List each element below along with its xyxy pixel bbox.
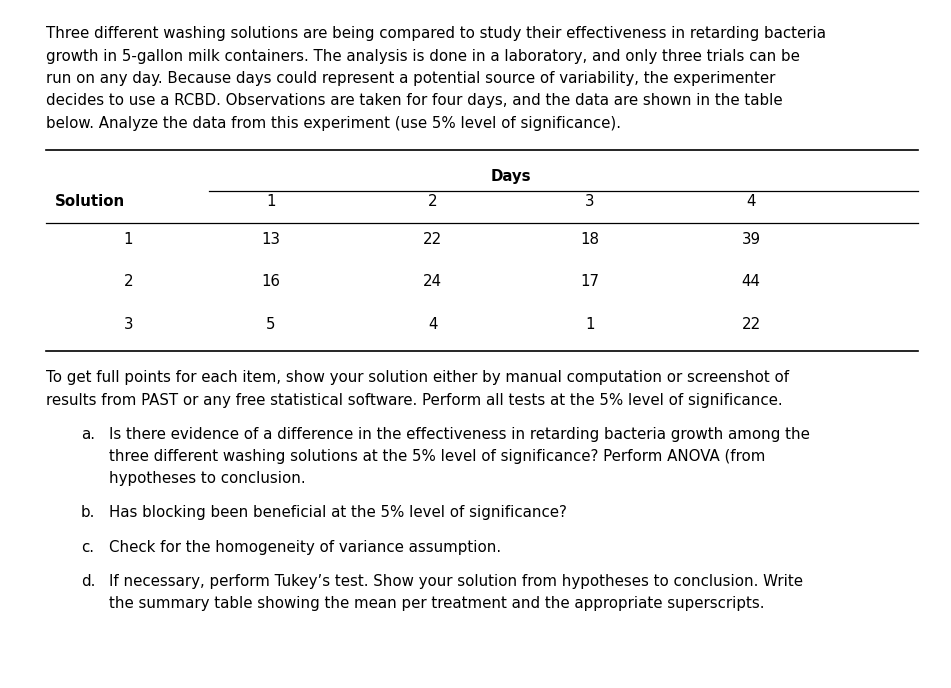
Text: hypotheses to conclusion.: hypotheses to conclusion. bbox=[109, 471, 306, 486]
Text: Days: Days bbox=[491, 169, 532, 184]
Text: Check for the homogeneity of variance assumption.: Check for the homogeneity of variance as… bbox=[109, 540, 501, 555]
Text: below. Analyze the data from this experiment (use 5% level of significance).: below. Analyze the data from this experi… bbox=[46, 116, 621, 131]
Text: b.: b. bbox=[81, 506, 95, 520]
Text: three different washing solutions at the 5% level of significance? Perform ANOVA: three different washing solutions at the… bbox=[109, 449, 766, 464]
Text: 17: 17 bbox=[580, 275, 599, 289]
Text: Solution: Solution bbox=[55, 194, 126, 209]
Text: 5: 5 bbox=[266, 317, 276, 332]
Text: c.: c. bbox=[81, 540, 94, 555]
Text: Has blocking been beneficial at the 5% level of significance?: Has blocking been beneficial at the 5% l… bbox=[109, 506, 567, 520]
Text: 1: 1 bbox=[124, 231, 133, 246]
Text: 18: 18 bbox=[580, 231, 599, 246]
Text: 39: 39 bbox=[742, 231, 761, 246]
Text: 22: 22 bbox=[423, 231, 442, 246]
Text: 4: 4 bbox=[747, 194, 756, 209]
Text: a.: a. bbox=[81, 427, 95, 442]
Text: To get full points for each item, show your solution either by manual computatio: To get full points for each item, show y… bbox=[46, 371, 788, 385]
Text: 24: 24 bbox=[423, 275, 442, 289]
Text: 16: 16 bbox=[262, 275, 281, 289]
Text: d.: d. bbox=[81, 574, 95, 589]
Text: 1: 1 bbox=[585, 317, 594, 332]
Text: 3: 3 bbox=[585, 194, 594, 209]
Text: 13: 13 bbox=[262, 231, 281, 246]
Text: results from PAST or any free statistical software. Perform all tests at the 5% : results from PAST or any free statistica… bbox=[46, 393, 783, 407]
Text: the summary table showing the mean per treatment and the appropriate superscript: the summary table showing the mean per t… bbox=[109, 596, 765, 611]
Text: 4: 4 bbox=[428, 317, 437, 332]
Text: 1: 1 bbox=[266, 194, 276, 209]
Text: Is there evidence of a difference in the effectiveness in retarding bacteria gro: Is there evidence of a difference in the… bbox=[109, 427, 810, 442]
Text: run on any day. Because days could represent a potential source of variability, : run on any day. Because days could repre… bbox=[46, 71, 775, 86]
Text: 2: 2 bbox=[428, 194, 437, 209]
Text: 44: 44 bbox=[742, 275, 761, 289]
Text: growth in 5-gallon milk containers. The analysis is done in a laboratory, and on: growth in 5-gallon milk containers. The … bbox=[46, 48, 800, 63]
Text: decides to use a RCBD. Observations are taken for four days, and the data are sh: decides to use a RCBD. Observations are … bbox=[46, 93, 783, 108]
Text: If necessary, perform Tukey’s test. Show your solution from hypotheses to conclu: If necessary, perform Tukey’s test. Show… bbox=[109, 574, 804, 589]
Text: 3: 3 bbox=[124, 317, 133, 332]
Text: 2: 2 bbox=[124, 275, 133, 289]
Text: 22: 22 bbox=[742, 317, 761, 332]
Text: Three different washing solutions are being compared to study their effectivenes: Three different washing solutions are be… bbox=[46, 26, 825, 41]
